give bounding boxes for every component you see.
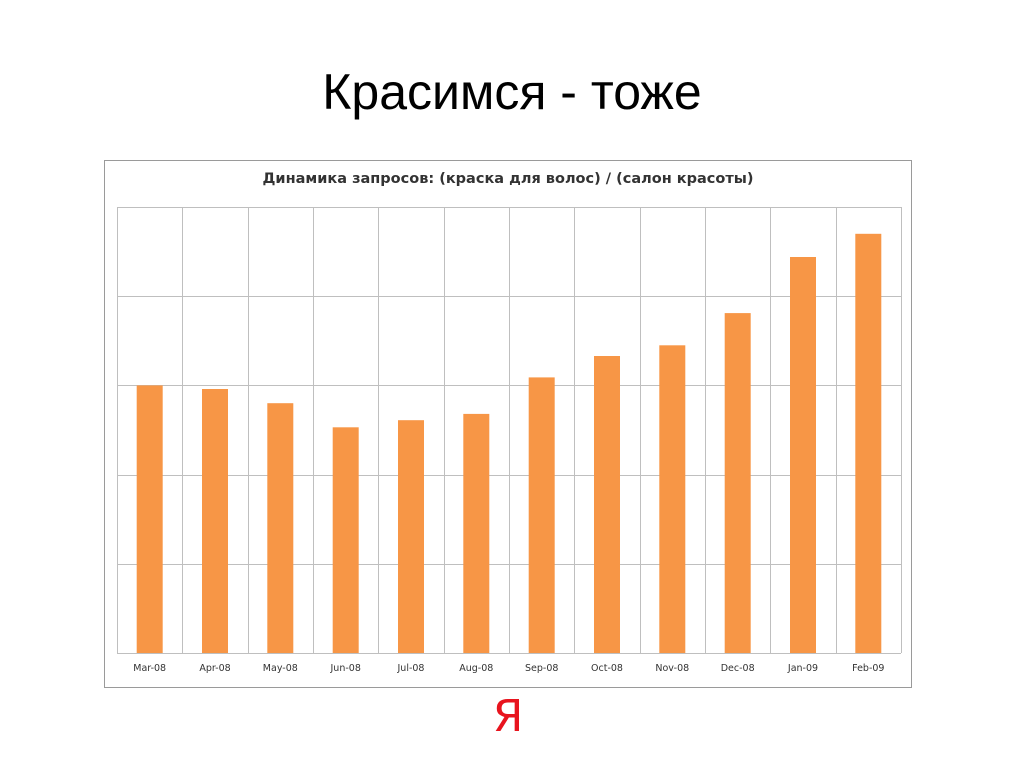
bar-jan-09 — [790, 257, 816, 653]
bar-may-08 — [267, 403, 294, 653]
x-tick-label: Mar-08 — [133, 663, 166, 674]
x-tick-label: Sep-08 — [525, 663, 558, 674]
bar-jul-08 — [398, 420, 424, 653]
bar-apr-08 — [202, 389, 228, 653]
grid-lines — [117, 207, 902, 654]
x-tick-label: Jan-09 — [787, 663, 818, 674]
x-tick-label: May-08 — [263, 663, 298, 674]
bar-sep-08 — [528, 377, 555, 653]
bar-jun-08 — [332, 427, 359, 653]
x-tick-label: Nov-08 — [655, 663, 689, 674]
x-tick-label: Oct-08 — [591, 663, 623, 674]
bar-aug-08 — [463, 413, 490, 653]
x-tick-label: Jul-08 — [397, 663, 425, 674]
chart-frame: Динамика запросов: (краска для волос) / … — [104, 160, 912, 688]
x-tick-label: Aug-08 — [459, 663, 493, 674]
slide-title: Красимся - тоже — [322, 64, 702, 120]
bar-dec-08 — [724, 313, 751, 653]
bar-oct-08 — [594, 356, 620, 653]
bars — [136, 233, 882, 654]
x-tick-label: Dec-08 — [721, 663, 755, 674]
bar-feb-09 — [855, 233, 882, 654]
yandex-logo-icon: Я — [492, 691, 524, 742]
bar-nov-08 — [659, 345, 686, 653]
bar-mar-08 — [136, 385, 163, 653]
x-tick-label: Feb-09 — [852, 663, 884, 674]
x-tick-label: Apr-08 — [199, 663, 230, 674]
chart-title: Динамика запросов: (краска для волос) / … — [262, 171, 754, 187]
x-tick-label: Jun-08 — [330, 663, 361, 674]
bar-chart: Mar-08 Apr-08 May-08 Jun-08 Jul-08 Aug-08 Sep-… — [117, 207, 902, 674]
x-tick-labels: Mar-08 Apr-08 May-08 Jun-08 Jul-08 Aug-08 Sep-… — [133, 663, 884, 674]
